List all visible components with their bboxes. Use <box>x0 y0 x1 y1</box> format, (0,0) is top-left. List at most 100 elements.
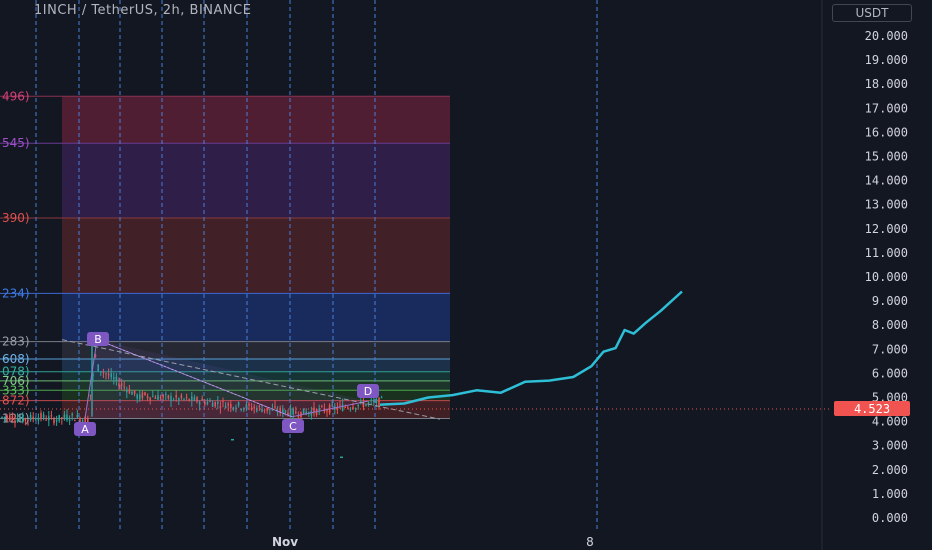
candle-body <box>266 407 268 411</box>
candle-body <box>282 408 284 414</box>
candle-body <box>380 397 383 399</box>
pattern-point-D: D <box>357 384 379 398</box>
projection-line <box>379 290 683 406</box>
candle-body <box>261 408 263 412</box>
projection-path <box>379 290 683 406</box>
candle-body <box>219 406 222 408</box>
candle-body <box>365 403 367 406</box>
candle-body <box>248 403 250 406</box>
price-tick-2: 18.000 <box>865 77 908 91</box>
candle-body <box>232 407 235 410</box>
candle-body <box>22 415 24 422</box>
pattern-point-label: A <box>81 423 89 436</box>
candle-body <box>149 397 151 401</box>
candle-body <box>339 404 341 406</box>
candle-body <box>253 406 255 409</box>
level-label-4: 283) <box>2 335 30 349</box>
candle-body <box>3 416 6 418</box>
candle-body <box>341 404 344 411</box>
candle-body <box>92 373 94 377</box>
candle-body <box>276 411 279 413</box>
price-tick-19: 1.000 <box>872 487 908 501</box>
price-tick-12: 8.000 <box>872 318 908 332</box>
pattern-point-A: A <box>74 422 96 436</box>
price-tick-10: 10.000 <box>865 270 908 284</box>
pattern-triangle-abc <box>85 339 292 419</box>
price-tick-18: 2.000 <box>872 463 908 477</box>
candle-body <box>180 395 183 399</box>
candle-body <box>63 414 66 418</box>
candle-body <box>352 406 354 409</box>
candle-body <box>295 411 297 414</box>
candle-body <box>97 364 99 372</box>
candle-body <box>14 420 16 422</box>
pattern-point-label: B <box>94 333 102 346</box>
pattern-point-badge <box>357 384 379 398</box>
candle-body <box>48 416 50 421</box>
pattern-leg-0 <box>84 339 98 419</box>
fib-zone-8 <box>62 390 450 401</box>
candle-body <box>118 383 120 387</box>
candle-body <box>224 405 227 409</box>
pattern-point-badge <box>282 419 304 433</box>
candle-dot <box>340 456 343 459</box>
candle-body <box>71 413 73 416</box>
candle-body <box>105 373 107 375</box>
candle-body <box>165 393 167 395</box>
candle-body <box>373 400 375 402</box>
candle-body <box>321 406 323 408</box>
candle-body <box>89 394 92 396</box>
candle-body <box>367 401 370 403</box>
candle-body <box>87 418 89 423</box>
level-label-2: 390) <box>2 211 30 225</box>
candle-body <box>115 376 118 381</box>
candle-body <box>331 404 333 406</box>
pattern-point-B: B <box>87 332 109 346</box>
level-label-3: 234) <box>2 286 30 300</box>
candle-body <box>284 410 287 413</box>
price-tick-16: 4.000 <box>872 415 908 429</box>
price-tick-14: 6.000 <box>872 366 908 380</box>
candle-body <box>230 404 232 408</box>
price-tick-9: 11.000 <box>865 246 908 260</box>
candle-body <box>302 408 305 415</box>
fib-zone-4 <box>62 341 450 359</box>
candle-body <box>318 408 320 411</box>
candle-body <box>214 401 216 407</box>
candle-body <box>102 372 105 374</box>
level-label-6: 078) <box>2 365 30 379</box>
price-tick-11: 9.000 <box>872 294 908 308</box>
candle-body <box>110 373 112 378</box>
candle-body <box>370 399 372 402</box>
candle-body <box>360 400 362 402</box>
pattern-point-label: C <box>289 420 297 433</box>
candle-body <box>172 399 175 401</box>
candle-body <box>204 402 206 405</box>
candle-body <box>274 406 276 408</box>
fib-zone-5 <box>62 358 450 372</box>
price-tick-6: 14.000 <box>865 174 908 188</box>
fib-zone-2 <box>62 217 450 294</box>
level-label-8: 333) <box>2 383 30 397</box>
candle-body <box>157 394 159 400</box>
candle-body <box>37 417 40 421</box>
vertical-cycle-lines <box>35 0 598 532</box>
candle-body <box>139 394 141 400</box>
candle-body <box>19 418 21 420</box>
level-label-1: 545) <box>2 136 30 150</box>
price-tick-1: 19.000 <box>865 53 908 67</box>
currency-selector[interactable]: USDT <box>832 4 912 22</box>
candle-body <box>120 383 123 386</box>
candle-body <box>40 413 42 419</box>
fib-zones: 496) 545) 390) 234) 283) 608)078)706)333)872)… <box>0 89 450 425</box>
candle-body <box>222 400 224 402</box>
candle-body <box>113 377 115 380</box>
candle-body <box>344 406 346 408</box>
candle-body <box>188 398 190 401</box>
fib-zone-1 <box>62 143 450 218</box>
candle-body <box>243 407 245 410</box>
candle-body <box>141 392 144 399</box>
candle-body <box>378 397 380 406</box>
price-tick-8: 12.000 <box>865 222 908 236</box>
